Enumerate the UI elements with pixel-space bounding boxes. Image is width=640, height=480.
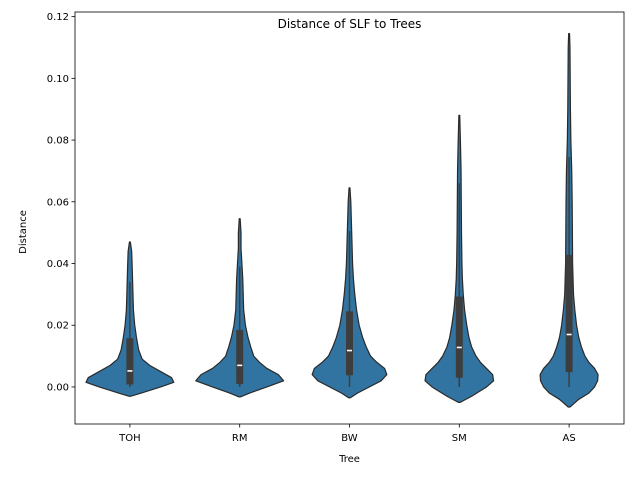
violins-group [85,33,599,408]
y-axis: 0.00 0.02 0.04 0.06 0.08 0.10 0.12 [47,12,75,393]
y-tick-label: 0.04 [47,259,69,270]
y-tick-label: 0.02 [47,321,69,332]
iqr-box-sm [455,296,463,378]
x-tick-label: AS [562,433,575,444]
y-tick-label: 0.12 [47,12,69,23]
x-tick-label: RM [232,433,248,444]
y-tick-label: 0.10 [47,74,69,85]
iqr-box-toh [126,338,134,385]
x-axis-label: Tree [338,454,360,465]
x-tick-label: SM [452,433,467,444]
chart-title: Distance of SLF to Trees [278,17,422,31]
x-axis: TOH RM BW SM AS [118,424,576,444]
x-tick-label: TOH [118,433,141,444]
iqr-box-rm [236,329,244,384]
iqr-box-bw [346,311,353,376]
y-tick-label: 0.08 [47,136,69,147]
iqr-box-as [565,254,573,373]
y-tick-label: 0.06 [47,197,69,208]
y-tick-label: 0.00 [47,382,69,393]
x-tick-label: BW [341,433,358,444]
y-axis-label: Distance [18,210,29,254]
